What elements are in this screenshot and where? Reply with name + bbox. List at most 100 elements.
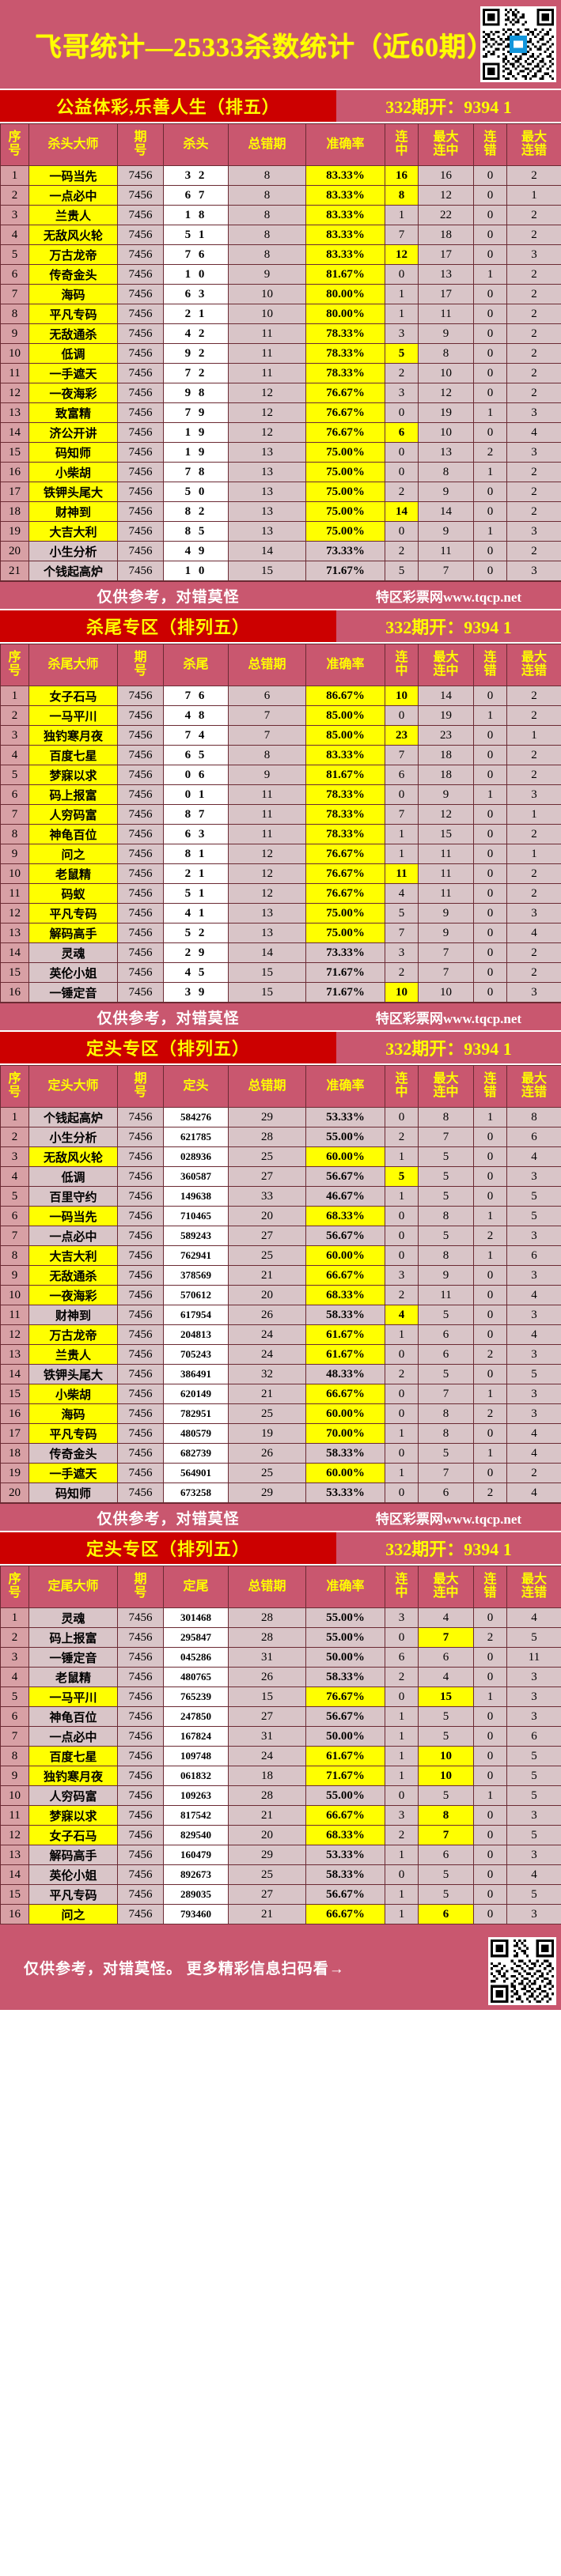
table-row[interactable]: 9 独钓寒月夜 7456 061832 18 71.67% 1 10 0 5 [0,1766,561,1786]
master-name[interactable]: 老鼠精 [28,863,118,884]
master-name[interactable]: 传奇金头 [28,1443,118,1464]
table-row[interactable]: 10 一夜海彩 7456 570612 20 68.33% 2 11 0 4 [0,1285,561,1305]
master-name[interactable]: 平凡专码 [28,1423,118,1444]
table-row[interactable]: 8 大吉大利 7456 762941 25 60.00% 0 8 1 6 [0,1245,561,1266]
master-name[interactable]: 一马平川 [28,1686,118,1707]
master-name[interactable]: 海码 [28,1403,118,1424]
master-name[interactable]: 小生分析 [28,541,118,561]
master-name[interactable]: 一夜海彩 [28,383,118,403]
master-name[interactable]: 码上报富 [28,1627,118,1648]
master-name[interactable]: 济公开讲 [28,422,118,443]
table-row[interactable]: 9 问之 7456 8 1 12 76.67% 1 11 0 1 [0,844,561,864]
master-name[interactable]: 万古龙帝 [28,1324,118,1345]
table-row[interactable]: 5 万古龙帝 7456 7 6 8 83.33% 12 17 0 3 [0,244,561,265]
table-row[interactable]: 13 兰贵人 7456 705243 24 61.67% 0 6 2 3 [0,1344,561,1365]
table-row[interactable]: 2 一马平川 7456 4 8 7 85.00% 0 19 1 2 [0,705,561,726]
master-name[interactable]: 无敌通杀 [28,323,118,344]
table-row[interactable]: 16 海码 7456 782951 25 60.00% 0 8 2 3 [0,1403,561,1424]
table-row[interactable]: 15 英伦小姐 7456 4 5 15 71.67% 2 7 0 2 [0,962,561,983]
table-row[interactable]: 8 平凡专码 7456 2 1 10 80.00% 1 11 0 2 [0,304,561,324]
table-row[interactable]: 6 一码当先 7456 710465 20 68.33% 0 8 1 5 [0,1206,561,1226]
master-name[interactable]: 独钓寒月夜 [28,1766,118,1786]
table-row[interactable]: 3 独钓寒月夜 7456 7 4 7 85.00% 23 23 0 1 [0,725,561,746]
master-name[interactable]: 一夜海彩 [28,1285,118,1305]
master-name[interactable]: 一锤定音 [28,1647,118,1668]
master-name[interactable]: 一点必中 [28,1226,118,1246]
table-row[interactable]: 1 个钱起高炉 7456 584276 29 53.33% 0 8 1 8 [0,1107,561,1127]
table-row[interactable]: 16 一锤定音 7456 3 9 15 71.67% 10 10 0 3 [0,982,561,1003]
master-name[interactable]: 英伦小姐 [28,962,118,983]
master-name[interactable]: 传奇金头 [28,264,118,285]
table-row[interactable]: 9 无敌通杀 7456 4 2 11 78.33% 3 9 0 2 [0,323,561,344]
master-name[interactable]: 无敌风火轮 [28,225,118,245]
table-row[interactable]: 14 济公开讲 7456 1 9 12 76.67% 6 10 0 4 [0,422,561,443]
master-name[interactable]: 人穷码富 [28,804,118,825]
master-name[interactable]: 梦寐以求 [28,1805,118,1826]
table-row[interactable]: 12 一夜海彩 7456 9 8 12 76.67% 3 12 0 2 [0,383,561,403]
table-row[interactable]: 14 灵魂 7456 2 9 14 73.33% 3 7 0 2 [0,942,561,963]
master-name[interactable]: 灵魂 [28,942,118,963]
master-name[interactable]: 个钱起高炉 [28,561,118,581]
site-url[interactable]: 特区彩票网www.tqcp.net [375,1010,522,1026]
master-name[interactable]: 大吉大利 [28,1245,118,1266]
master-name[interactable]: 大吉大利 [28,521,118,542]
table-row[interactable]: 3 一锤定音 7456 045286 31 50.00% 6 6 0 11 [0,1647,561,1668]
table-row[interactable]: 5 一马平川 7456 765239 15 76.67% 0 15 1 3 [0,1686,561,1707]
table-row[interactable]: 6 传奇金头 7456 1 0 9 81.67% 0 13 1 2 [0,264,561,285]
table-row[interactable]: 1 女子石马 7456 7 6 6 86.67% 10 14 0 2 [0,686,561,706]
master-name[interactable]: 小柴胡 [28,462,118,482]
table-row[interactable]: 13 解码高手 7456 5 2 13 75.00% 7 9 0 4 [0,923,561,943]
master-name[interactable]: 铁钾头尾大 [28,1364,118,1384]
master-name[interactable]: 低调 [28,343,118,364]
table-row[interactable]: 8 百度七星 7456 109748 24 61.67% 1 10 0 5 [0,1746,561,1766]
table-row[interactable]: 8 神龟百位 7456 6 3 11 78.33% 1 15 0 2 [0,824,561,844]
master-name[interactable]: 百度七星 [28,745,118,765]
master-name[interactable]: 码蚁 [28,883,118,904]
table-row[interactable]: 14 铁钾头尾大 7456 386491 32 48.33% 2 5 0 5 [0,1364,561,1384]
table-row[interactable]: 4 百度七星 7456 6 5 8 83.33% 7 18 0 2 [0,745,561,765]
table-row[interactable]: 2 小生分析 7456 621785 28 55.00% 2 7 0 6 [0,1127,561,1147]
table-row[interactable]: 9 无敌通杀 7456 378569 21 66.67% 3 9 0 3 [0,1265,561,1286]
table-row[interactable]: 4 无敌风火轮 7456 5 1 8 83.33% 7 18 0 2 [0,225,561,245]
master-name[interactable]: 平凡专码 [28,903,118,924]
master-name[interactable]: 无敌风火轮 [28,1146,118,1167]
table-row[interactable]: 19 一手遮天 7456 564901 25 60.00% 1 7 0 2 [0,1463,561,1483]
table-row[interactable]: 12 女子石马 7456 829540 20 68.33% 2 7 0 5 [0,1825,561,1845]
qr-code-icon-footer[interactable] [488,1937,556,2005]
master-name[interactable]: 海码 [28,284,118,304]
table-row[interactable]: 15 码知师 7456 1 9 13 75.00% 0 13 2 3 [0,442,561,463]
master-name[interactable]: 问之 [28,1904,118,1924]
table-row[interactable]: 6 码上报富 7456 0 1 11 78.33% 0 9 1 3 [0,784,561,805]
master-name[interactable]: 一手遮天 [28,363,118,383]
master-name[interactable]: 兰贵人 [28,1344,118,1365]
master-name[interactable]: 码知师 [28,442,118,463]
master-name[interactable]: 百度七星 [28,1746,118,1766]
table-row[interactable]: 18 财神到 7456 8 2 13 75.00% 14 14 0 2 [0,501,561,522]
table-row[interactable]: 11 梦寐以求 7456 817542 21 66.67% 3 8 0 3 [0,1805,561,1826]
site-url[interactable]: 特区彩票网www.tqcp.net [375,589,522,605]
master-name[interactable]: 万古龙帝 [28,244,118,265]
master-name[interactable]: 解码高手 [28,1845,118,1865]
master-name[interactable]: 致富精 [28,402,118,423]
master-name[interactable]: 梦寐以求 [28,765,118,785]
master-name[interactable]: 神龟百位 [28,824,118,844]
table-row[interactable]: 6 神龟百位 7456 247850 27 56.67% 1 5 0 3 [0,1706,561,1727]
master-name[interactable]: 英伦小姐 [28,1864,118,1885]
master-name[interactable]: 一马平川 [28,705,118,726]
table-row[interactable]: 16 小柴胡 7456 7 8 13 75.00% 0 8 1 2 [0,462,561,482]
master-name[interactable]: 财神到 [28,1305,118,1325]
master-name[interactable]: 一码当先 [28,1206,118,1226]
master-name[interactable]: 一手遮天 [28,1463,118,1483]
table-row[interactable]: 14 英伦小姐 7456 892673 25 58.33% 0 5 0 4 [0,1864,561,1885]
master-name[interactable]: 小生分析 [28,1127,118,1147]
table-row[interactable]: 10 老鼠精 7456 2 1 12 76.67% 11 11 0 2 [0,863,561,884]
master-name[interactable]: 铁钾头尾大 [28,482,118,502]
master-name[interactable]: 码知师 [28,1483,118,1503]
table-row[interactable]: 13 解码高手 7456 160479 29 53.33% 1 6 0 3 [0,1845,561,1865]
table-row[interactable]: 15 平凡专码 7456 289035 27 56.67% 1 5 0 5 [0,1884,561,1905]
table-row[interactable]: 21 个钱起高炉 7456 1 0 15 71.67% 5 7 0 3 [0,561,561,581]
table-row[interactable]: 13 致富精 7456 7 9 12 76.67% 0 19 1 3 [0,402,561,423]
master-name[interactable]: 平凡专码 [28,1884,118,1905]
master-name[interactable]: 百里守约 [28,1186,118,1207]
master-name[interactable]: 一点必中 [28,185,118,206]
